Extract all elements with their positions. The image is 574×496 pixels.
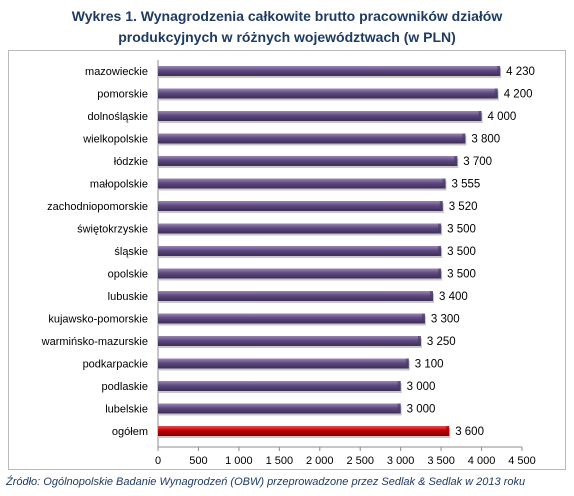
bar-cap-14 xyxy=(397,381,401,391)
category-label-2: dolnośląskie xyxy=(87,111,148,123)
category-label-9: opolskie xyxy=(108,269,148,281)
bar-6 xyxy=(158,201,443,211)
x-tick-label-1: 500 xyxy=(189,455,207,467)
category-label-5: małopolskie xyxy=(90,179,148,191)
bar-3 xyxy=(158,133,466,144)
bar-cap-2 xyxy=(478,111,482,121)
bar-cap-13 xyxy=(405,358,409,369)
bar-16 xyxy=(158,426,450,436)
bar-8 xyxy=(158,246,442,256)
x-tick-label-4: 2 000 xyxy=(306,455,334,467)
bar-1 xyxy=(158,88,498,99)
bar-cap-9 xyxy=(438,268,442,279)
category-label-13: podkarpackie xyxy=(83,359,148,371)
bar-7 xyxy=(158,223,442,234)
value-label-7: 3 500 xyxy=(447,224,476,236)
value-label-5: 3 555 xyxy=(452,179,481,191)
bar-cap-0 xyxy=(497,66,501,76)
bar-cap-7 xyxy=(438,223,442,234)
category-label-7: świętokrzyskie xyxy=(77,224,148,236)
bar-2 xyxy=(158,111,482,121)
bar-cap-12 xyxy=(417,336,421,346)
value-label-3: 3 800 xyxy=(471,134,500,146)
bar-11 xyxy=(158,313,425,324)
bar-cap-10 xyxy=(430,291,434,301)
chart-title-line-2: produkcyjnych w różnych województwach (w… xyxy=(118,29,456,45)
bar-13 xyxy=(158,358,409,369)
x-tick-label-5: 2 500 xyxy=(346,455,374,467)
bar-4 xyxy=(158,156,458,166)
bar-cap-5 xyxy=(442,178,446,189)
value-label-13: 3 100 xyxy=(415,359,444,371)
category-label-14: podlaskie xyxy=(102,381,148,393)
x-tick-label-2: 1 000 xyxy=(225,455,253,467)
x-tick-label-8: 4 000 xyxy=(468,455,496,467)
value-label-1: 4 200 xyxy=(504,89,533,101)
bar-cap-4 xyxy=(454,156,458,166)
value-label-4: 3 700 xyxy=(463,156,492,168)
bar-cap-16 xyxy=(446,426,450,436)
chart-title-line-1: Wykres 1. Wynagrodzenia całkowite brutto… xyxy=(71,8,503,24)
bar-5 xyxy=(158,178,446,189)
category-label-1: pomorskie xyxy=(97,89,148,101)
category-label-10: lubuskie xyxy=(108,291,148,303)
value-label-11: 3 300 xyxy=(431,314,460,326)
x-tick-label-0: 0 xyxy=(155,455,161,467)
bar-14 xyxy=(158,381,401,391)
value-label-16: 3 600 xyxy=(455,426,484,438)
value-label-0: 4 230 xyxy=(506,66,535,78)
bar-cap-1 xyxy=(494,88,498,99)
category-label-0: mazowieckie xyxy=(85,66,148,78)
bar-10 xyxy=(158,291,434,301)
value-label-14: 3 000 xyxy=(407,381,436,393)
category-label-8: śląskie xyxy=(114,246,148,258)
category-label-11: kujawsko-pomorskie xyxy=(48,314,148,326)
bar-cap-3 xyxy=(462,133,466,144)
bar-cap-11 xyxy=(421,313,425,324)
value-label-12: 3 250 xyxy=(427,336,456,348)
value-label-15: 3 000 xyxy=(407,404,436,416)
x-tick-label-9: 4 500 xyxy=(508,455,536,467)
bar-cap-15 xyxy=(397,403,401,414)
bar-cap-8 xyxy=(438,246,442,256)
x-tick-label-3: 1 500 xyxy=(266,455,294,467)
bar-12 xyxy=(158,336,421,346)
value-label-8: 3 500 xyxy=(447,246,476,258)
bar-9 xyxy=(158,268,442,279)
value-label-9: 3 500 xyxy=(447,269,476,281)
bar-0 xyxy=(158,66,501,76)
category-label-6: zachodniopomorskie xyxy=(47,201,148,213)
x-tick-label-6: 3 000 xyxy=(387,455,415,467)
value-label-10: 3 400 xyxy=(439,291,468,303)
source-note: Źródło: Ogólnopolskie Badanie Wynagrodze… xyxy=(6,476,526,488)
bar-cap-6 xyxy=(439,201,443,211)
category-label-16: ogółem xyxy=(112,426,148,438)
value-label-2: 4 000 xyxy=(488,111,517,123)
bar-15 xyxy=(158,403,401,414)
chart-title: Wykres 1. Wynagrodzenia całkowite brutto… xyxy=(0,6,574,48)
category-label-4: łódzkie xyxy=(114,156,148,168)
value-label-6: 3 520 xyxy=(449,201,478,213)
category-label-3: wielkopolskie xyxy=(82,134,148,146)
category-label-12: warmińsko-mazurskie xyxy=(41,336,148,348)
x-tick-label-7: 3 500 xyxy=(427,455,455,467)
category-label-15: lubelskie xyxy=(105,404,148,416)
